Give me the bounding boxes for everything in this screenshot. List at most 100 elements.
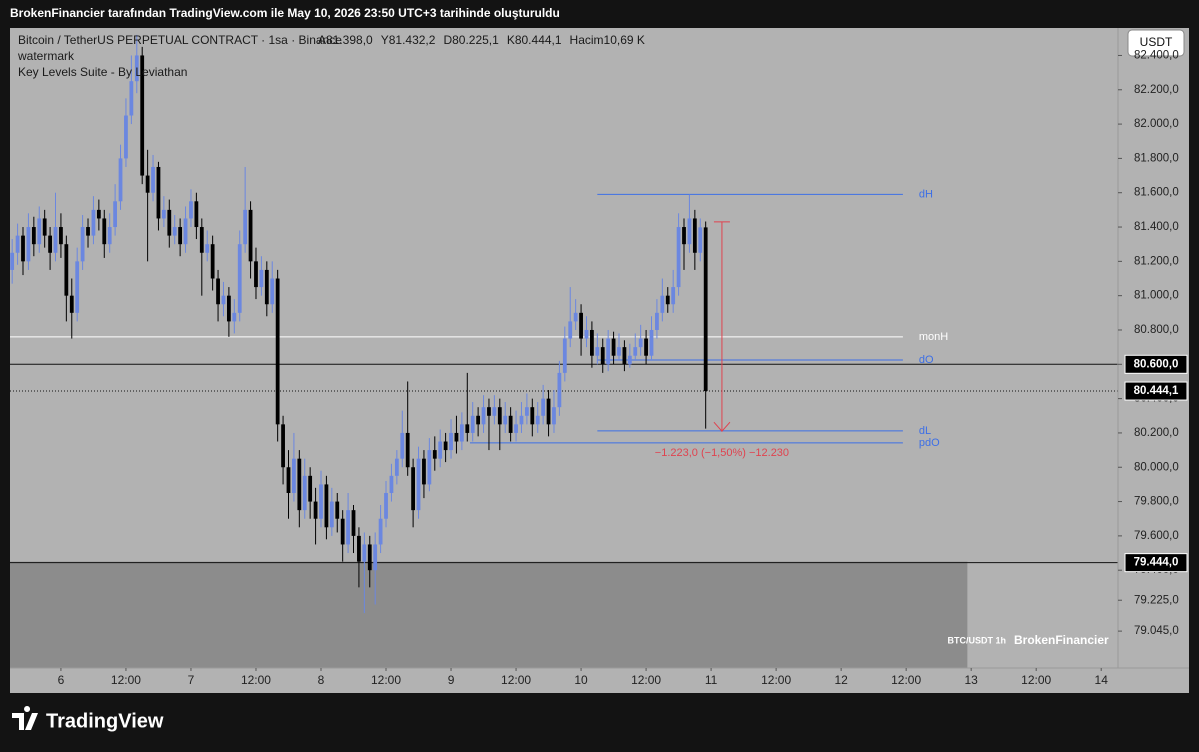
symbol-title: Bitcoin / TetherUS PERPETUAL CONTRACT · … (18, 33, 342, 47)
candle-body (199, 227, 204, 253)
ohlc-label: D80.225,1 (443, 33, 499, 47)
candle-body (394, 458, 399, 476)
candle-body (562, 338, 567, 373)
candle-body (454, 432, 459, 442)
y-tick-label: 81.200,0 (1134, 255, 1179, 267)
candle-body (134, 55, 139, 82)
candle-body (546, 398, 551, 425)
candle-body (329, 501, 334, 528)
candle-body (254, 261, 258, 288)
zone (10, 561, 968, 668)
candle-body (42, 218, 47, 236)
candle-body (243, 209, 248, 245)
candle-body (113, 201, 118, 228)
candle-body (156, 166, 161, 219)
candle-body (687, 218, 692, 245)
candle-body (183, 218, 188, 245)
candle-body (606, 338, 611, 365)
candle-body (481, 407, 486, 425)
candle-body (118, 158, 123, 202)
candle-body (140, 55, 145, 176)
candle-body (335, 501, 340, 519)
candle-body (373, 544, 378, 571)
candle-body (443, 441, 448, 451)
candle-body (69, 295, 74, 313)
x-tick-label: 12:00 (111, 673, 141, 687)
x-tick-label: 13 (964, 673, 978, 687)
x-tick-label: 12:00 (891, 673, 921, 687)
candle-body (633, 347, 638, 356)
candle-body (205, 244, 210, 253)
candle-body (649, 329, 654, 356)
candle-body (102, 218, 107, 245)
candle-body (552, 407, 556, 425)
candle-body (595, 347, 600, 356)
ohlc-label: A81.398,0 (318, 33, 373, 47)
x-tick-label: 8 (318, 673, 325, 687)
candle-body (590, 329, 594, 356)
x-tick-label: 14 (1095, 673, 1109, 687)
candle-body (503, 415, 508, 425)
candle-body (26, 227, 31, 262)
candle-body (384, 492, 388, 519)
price-label-box (1124, 354, 1188, 374)
ohlc-label: K80.444,1 (507, 33, 562, 47)
candle-body (15, 235, 20, 253)
y-tick-label: 81.600,0 (1134, 187, 1179, 199)
x-tick-label: 7 (188, 673, 195, 687)
currency-button-label[interactable]: USDT (1140, 35, 1173, 49)
price-label: 79.444,0 (1134, 557, 1179, 569)
candle-body (10, 252, 15, 270)
y-tick-label: 82.400,0 (1134, 49, 1179, 61)
candle-body (270, 278, 275, 305)
y-tick-label: 81.400,0 (1134, 221, 1179, 233)
candle-body (124, 115, 128, 159)
candle-body (638, 338, 643, 348)
candle-body (167, 209, 172, 236)
candle-body (237, 244, 242, 313)
indicator-label: watermark (17, 49, 75, 63)
candle-body (682, 227, 686, 245)
candle-body (210, 244, 215, 279)
candle-body (378, 518, 383, 545)
candle-body (692, 218, 697, 253)
candle-body (535, 415, 540, 425)
candle-body (432, 450, 437, 459)
candle-body (194, 201, 199, 228)
brand: TradingView (46, 710, 164, 732)
measure-arrow (713, 421, 731, 432)
candle-body (275, 278, 280, 425)
candle-body (297, 458, 302, 511)
x-tick-label: 12:00 (1021, 673, 1051, 687)
y-tick-label: 79.225,0 (1134, 594, 1179, 606)
volume-label: Hacim10,69 K (570, 33, 645, 47)
candle-body (319, 484, 323, 519)
candle-body (487, 407, 491, 416)
candle-body (340, 518, 345, 545)
candle-body (698, 227, 703, 253)
candle-body (470, 415, 475, 433)
candle-body (292, 458, 296, 493)
candle-body (524, 407, 529, 416)
candle-body (64, 244, 69, 296)
footer-logo: TradingView (12, 706, 164, 732)
y-tick-label: 80.000,0 (1134, 461, 1179, 473)
candle-body (264, 269, 269, 305)
candle-body (129, 81, 134, 116)
candle-body (557, 372, 562, 408)
candle-body (367, 544, 372, 571)
candle-body (151, 166, 155, 193)
x-tick-label: 11 (705, 673, 718, 687)
indicator-label: Key Levels Suite - By Leviathan (18, 65, 187, 79)
currency-button[interactable] (1127, 29, 1185, 57)
candle-body (389, 475, 394, 493)
candle-body (465, 424, 470, 433)
candle-body (422, 458, 426, 485)
x-tick-label: 10 (574, 673, 588, 687)
x-tick-label: 12:00 (761, 673, 791, 687)
level-label: dO (919, 354, 934, 366)
candle-body (573, 312, 578, 322)
candle-body (161, 209, 166, 219)
